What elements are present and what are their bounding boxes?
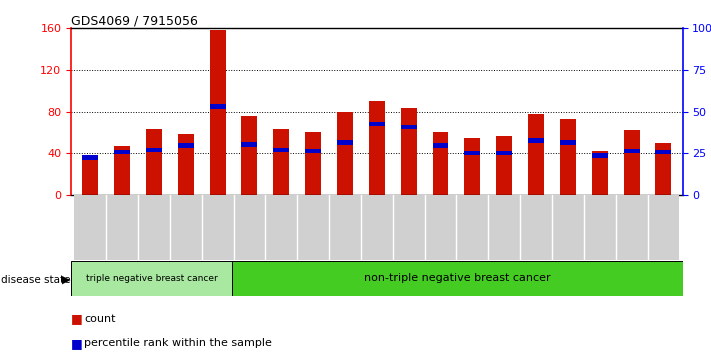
Bar (624, 149, 640, 153)
Bar (329, 195, 361, 260)
Bar (592, 153, 608, 158)
Bar (106, 195, 138, 260)
Bar (210, 104, 225, 109)
Bar (496, 151, 512, 155)
Bar (464, 137, 481, 195)
Bar (424, 195, 456, 260)
Bar (648, 195, 680, 260)
Bar (337, 141, 353, 145)
Text: non-triple negative breast cancer: non-triple negative breast cancer (364, 273, 550, 283)
Text: triple negative breast cancer: triple negative breast cancer (86, 274, 218, 283)
Bar (242, 116, 257, 195)
Bar (114, 146, 130, 195)
Bar (71, 261, 232, 296)
Bar (656, 150, 671, 154)
Bar (456, 195, 488, 260)
Bar (242, 142, 257, 147)
Bar (432, 143, 449, 148)
Bar (616, 195, 648, 260)
Bar (170, 195, 202, 260)
Text: ■: ■ (71, 312, 83, 325)
Bar (528, 114, 544, 195)
Bar (432, 132, 449, 195)
Bar (82, 155, 98, 160)
Text: ■: ■ (71, 337, 83, 350)
Bar (560, 141, 576, 145)
Bar (138, 195, 170, 260)
Bar (114, 150, 130, 154)
Bar (210, 30, 225, 195)
Bar (464, 151, 481, 155)
Bar (265, 195, 297, 260)
Text: count: count (84, 314, 115, 324)
Bar (520, 195, 552, 260)
Bar (369, 101, 385, 195)
Bar (392, 195, 424, 260)
Bar (178, 135, 193, 195)
Bar (552, 195, 584, 260)
Bar (273, 148, 289, 152)
Bar (528, 138, 544, 143)
Text: disease state: disease state (1, 275, 70, 285)
Bar (232, 261, 683, 296)
Bar (361, 195, 392, 260)
Bar (74, 195, 106, 260)
Bar (584, 195, 616, 260)
Bar (146, 148, 162, 152)
Bar (369, 122, 385, 126)
Bar (305, 149, 321, 153)
Bar (337, 112, 353, 195)
Bar (146, 129, 162, 195)
Bar (560, 119, 576, 195)
Bar (496, 137, 512, 195)
Bar (656, 143, 671, 195)
Text: ▶: ▶ (62, 275, 70, 285)
Bar (401, 108, 417, 195)
Bar (297, 195, 329, 260)
Bar (82, 157, 98, 195)
Bar (624, 130, 640, 195)
Bar (401, 125, 417, 130)
Bar (592, 151, 608, 195)
Bar (488, 195, 520, 260)
Bar (202, 195, 233, 260)
Bar (233, 195, 265, 260)
Bar (273, 129, 289, 195)
Text: GDS4069 / 7915056: GDS4069 / 7915056 (71, 14, 198, 27)
Bar (305, 132, 321, 195)
Text: percentile rank within the sample: percentile rank within the sample (84, 338, 272, 348)
Bar (178, 143, 193, 148)
